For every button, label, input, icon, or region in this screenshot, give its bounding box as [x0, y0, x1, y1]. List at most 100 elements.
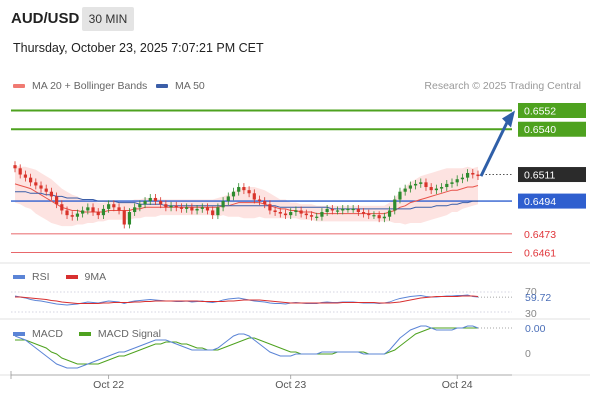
candle-body-74: [398, 191, 402, 200]
candle-body-73: [393, 199, 397, 211]
candle-body-17: [101, 208, 106, 216]
target-arrow-shaft: [479, 121, 509, 177]
macd-signal-swatch: [78, 332, 91, 336]
candle-body-9: [60, 204, 64, 211]
candle-body-29: [164, 204, 168, 208]
candle-body-40: [221, 201, 225, 208]
candle-body-14: [86, 207, 90, 211]
level-badge-0.6494: [518, 193, 586, 209]
rsi-ma-swatch: [65, 275, 78, 279]
candle-body-62: [335, 210, 340, 212]
ma50-line: [15, 191, 478, 210]
candle-body-67: [361, 212, 366, 214]
candle-body-5: [39, 185, 43, 189]
candle-body-81: [434, 188, 438, 191]
candle-body-36: [200, 207, 204, 209]
candle-body-54: [294, 210, 298, 213]
candle-body-38: [211, 210, 215, 216]
candle-body-18: [107, 204, 111, 209]
candle-body-50: [273, 210, 277, 213]
candle-body-8: [55, 196, 59, 205]
candle-body-1: [18, 168, 22, 175]
candle-body-77: [413, 183, 418, 186]
bollinger-band: [15, 165, 478, 227]
x-tick-label-Oct 22: Oct 22: [93, 379, 124, 391]
ma50-swatch: [156, 84, 168, 88]
macd-signal-line: [15, 327, 478, 365]
candle-body-0: [13, 165, 17, 169]
price-level-lines: [11, 109, 512, 254]
candle-body-26: [148, 197, 152, 202]
ma20-swatch: [13, 84, 25, 88]
x-tick-label-Oct 24: Oct 24: [442, 379, 473, 391]
candle-body-56: [304, 213, 308, 216]
candle-body-20: [117, 207, 121, 211]
x-axis: Oct 22 Oct 23 Oct 24: [10, 371, 512, 391]
legend-rsi: RSI 9MA: [13, 271, 106, 283]
candle-body-32: [179, 207, 184, 209]
rsi-line: [14, 294, 479, 306]
candle-body-78: [419, 182, 423, 184]
interval-badge[interactable]: 30 MIN: [82, 7, 134, 31]
target-arrow-layer: [479, 110, 515, 177]
candle-body-89: [476, 174, 480, 177]
candle-body-75: [403, 188, 407, 192]
candle-body-2: [23, 174, 28, 178]
candle-body-59: [320, 212, 324, 217]
macd-line: [14, 325, 479, 369]
macd-signal-legend-label: MACD Signal: [97, 328, 161, 340]
candle-body-12: [75, 213, 80, 217]
candle-body-16: [96, 212, 100, 216]
candle-body-61: [330, 208, 334, 211]
level-label-0.6473: 0.6473: [524, 229, 556, 241]
macd-zero-label: 0: [525, 348, 531, 360]
ma50-legend-label: MA 50: [175, 80, 205, 92]
level-label-0.6552: 0.6552: [524, 105, 556, 117]
candle-body-82: [439, 187, 444, 189]
candle-body-41: [226, 196, 230, 202]
candle-body-72: [387, 210, 392, 217]
legend-macd: MACD MACD Signal: [13, 328, 161, 340]
datetime-label: Thursday, October 23, 2025 7:07:21 PM CE…: [13, 41, 264, 55]
rsi-swatch: [13, 275, 25, 279]
bollinger-band-layer: [15, 165, 478, 227]
target-arrow-head: [502, 110, 515, 128]
level-badge-0.6540: [518, 121, 586, 137]
rsi-ma-line: [15, 295, 479, 304]
candle-body-3: [29, 177, 33, 183]
level-label-0.6511: 0.6511: [524, 170, 555, 182]
candle-body-64: [346, 208, 350, 211]
candle-body-13: [81, 210, 85, 214]
candle-body-33: [185, 207, 189, 209]
legend-ma50: MA 50: [156, 80, 205, 92]
candle-body-70: [377, 215, 381, 219]
candle-body-63: [341, 208, 345, 211]
candle-body-42: [231, 191, 236, 197]
legend-ma20: MA 20 + Bollinger Bands: [13, 80, 147, 92]
candle-body-10: [65, 210, 69, 216]
candle-body-45: [247, 190, 251, 194]
candle-body-27: [153, 197, 158, 202]
symbol-title: AUD/USD: [11, 10, 80, 27]
rsi-axis-label-2: 30: [525, 308, 537, 320]
level-badge-0.6511: [518, 167, 586, 183]
candle-body-76: [408, 185, 412, 189]
rsi-legend-label: RSI: [32, 271, 50, 283]
candle-body-52: [283, 213, 288, 216]
level-label-0.6540: 0.6540: [524, 124, 556, 136]
candle-body-87: [465, 172, 470, 178]
candle-body-4: [34, 182, 38, 186]
candle-body-86: [460, 177, 464, 180]
level-badge-0.6552: [518, 102, 586, 118]
price-level-labels: 0.6552 0.6540 0.6511 0.6494 0.6473 0.6461: [518, 102, 586, 260]
candle-body-43: [237, 187, 241, 192]
candle-body-55: [299, 210, 303, 214]
candle-body-15: [91, 207, 95, 213]
candle-body-30: [169, 205, 173, 208]
copyright-label: Research © 2025 Trading Central: [424, 80, 581, 92]
candle-body-23: [133, 207, 137, 213]
candlestick-layer: [13, 161, 480, 229]
candle-body-25: [143, 201, 147, 205]
